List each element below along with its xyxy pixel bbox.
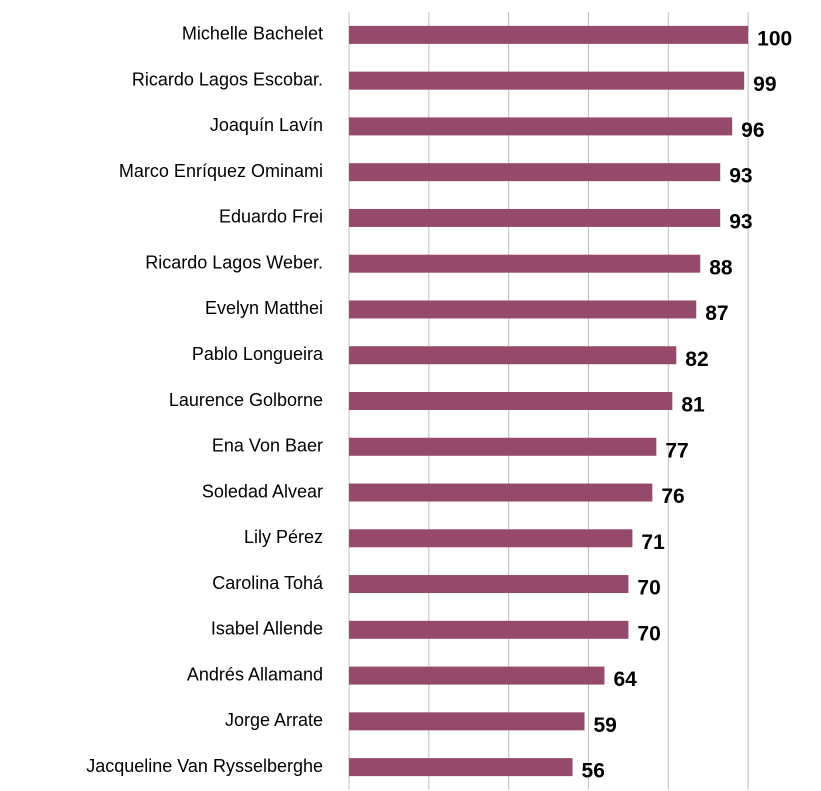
value-label: 99: [753, 73, 776, 96]
bar: [349, 666, 605, 685]
value-label: 64: [613, 668, 637, 691]
bar: [349, 163, 721, 182]
value-label: 96: [741, 119, 764, 142]
bar: [349, 346, 677, 365]
category-label: Soledad Alvear: [202, 481, 323, 501]
bar: [349, 712, 585, 731]
bar: [349, 300, 697, 319]
category-label: Evelyn Matthei: [205, 298, 323, 318]
value-label: 59: [594, 714, 617, 737]
category-label: Pablo Longueira: [192, 344, 324, 364]
value-label: 100: [757, 27, 792, 50]
category-label: Lily Pérez: [244, 527, 323, 547]
category-label: Michelle Bachelet: [182, 24, 323, 44]
category-label: Marco Enríquez Ominami: [119, 161, 323, 181]
bar: [349, 620, 629, 639]
bar: [349, 437, 657, 456]
bar: [349, 483, 653, 502]
category-label: Joaquín Lavín: [210, 115, 323, 135]
value-label: 56: [582, 760, 605, 783]
bar: [349, 254, 701, 273]
value-label: 93: [729, 165, 752, 188]
value-label: 71: [641, 531, 665, 554]
category-label: Jacqueline Van Rysselberghe: [86, 756, 323, 776]
value-label: 70: [637, 577, 660, 600]
value-label: 76: [661, 485, 684, 508]
category-label: Ricardo Lagos Weber.: [145, 252, 323, 272]
bar: [349, 392, 673, 410]
category-label: Jorge Arrate: [225, 710, 323, 730]
bar: [349, 529, 633, 548]
category-label: Andrés Allamand: [187, 664, 323, 684]
value-label: 81: [681, 394, 705, 417]
category-label: Carolina Tohá: [212, 573, 324, 593]
bar: [349, 758, 573, 777]
value-label: 77: [665, 439, 688, 462]
category-label: Laurence Golborne: [169, 390, 323, 410]
value-label: 88: [709, 256, 733, 279]
bar: [349, 575, 629, 594]
bar: [349, 117, 733, 136]
value-label: 70: [637, 622, 660, 645]
bar: [349, 71, 745, 90]
category-label: Ricardo Lagos Escobar.: [132, 69, 323, 89]
value-label: 82: [685, 348, 708, 371]
bar: [349, 208, 721, 227]
category-label: Eduardo Frei: [219, 207, 323, 227]
value-label: 87: [705, 302, 728, 325]
bar: [349, 25, 749, 44]
category-label: Ena Von Baer: [212, 436, 323, 456]
category-label: Isabel Allende: [211, 619, 323, 639]
value-label: 93: [729, 210, 752, 233]
